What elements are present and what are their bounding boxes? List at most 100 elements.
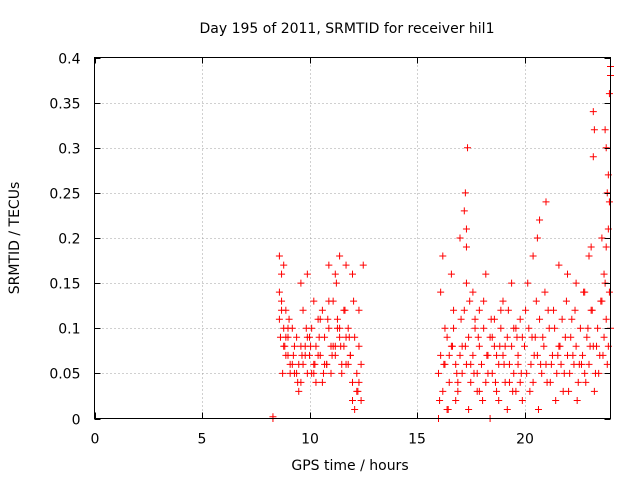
data-point [600, 333, 608, 341]
data-point [503, 333, 511, 341]
data-point [333, 315, 341, 323]
data-point [524, 279, 532, 287]
data-point [597, 297, 605, 305]
data-point [587, 243, 595, 251]
data-point [603, 189, 611, 197]
data-point [473, 387, 481, 395]
data-point [357, 396, 365, 404]
data-point [351, 405, 359, 413]
data-point [275, 315, 283, 323]
x-tick-label: 20 [516, 432, 534, 448]
data-point [308, 369, 316, 377]
data-point [598, 234, 606, 242]
data-point [441, 324, 449, 332]
data-point [600, 270, 608, 278]
data-point [525, 324, 533, 332]
y-axis-title: SRMTID / TECUs [7, 182, 23, 295]
data-point [354, 387, 362, 395]
data-point [602, 243, 610, 251]
data-point [552, 396, 560, 404]
data-point [543, 378, 551, 386]
data-point [318, 378, 326, 386]
data-point [574, 378, 582, 386]
data-point [314, 315, 322, 323]
data-point [503, 405, 511, 413]
data-point [555, 261, 563, 269]
data-point [470, 369, 478, 377]
data-point [288, 360, 296, 368]
data-point [547, 360, 555, 368]
data-point [325, 297, 333, 305]
x-axis: 0 5 10 15 20 [91, 57, 534, 448]
data-point [483, 351, 491, 359]
data-point [345, 333, 353, 341]
data-point [357, 360, 365, 368]
data-point [298, 351, 306, 359]
data-point [554, 351, 562, 359]
data-point [332, 279, 340, 287]
data-point [294, 378, 302, 386]
data-point [562, 297, 570, 305]
data-point [359, 261, 367, 269]
data-point [488, 333, 496, 341]
data-point [284, 324, 292, 332]
data-point [289, 351, 297, 359]
data-point [440, 360, 448, 368]
data-point [316, 351, 324, 359]
data-point [285, 315, 293, 323]
data-point [588, 306, 596, 314]
data-point [460, 306, 468, 314]
data-point [276, 333, 284, 341]
data-point [278, 270, 286, 278]
data-point [589, 153, 597, 161]
data-point [448, 342, 456, 350]
data-point [471, 324, 479, 332]
data-point [466, 297, 474, 305]
data-point [508, 279, 516, 287]
data-point [311, 360, 319, 368]
data-point [538, 369, 546, 377]
x-axis-title: GPS time / hours [291, 458, 408, 474]
data-point [290, 342, 298, 350]
data-point [528, 333, 536, 341]
data-point [572, 279, 580, 287]
data-point [275, 288, 283, 296]
data-point [575, 360, 583, 368]
data-point [338, 360, 346, 368]
data-point [590, 126, 598, 134]
data-point [568, 315, 576, 323]
data-point [439, 387, 447, 395]
data-point [569, 351, 577, 359]
y-tick-label: 0.05 [49, 367, 80, 383]
data-point [516, 378, 524, 386]
data-point [553, 369, 561, 377]
data-point [344, 360, 352, 368]
data-point [445, 378, 453, 386]
data-point [467, 360, 475, 368]
data-point [558, 315, 566, 323]
data-point [474, 333, 482, 341]
chart-title: Day 195 of 2011, SRMTID for receiver hil… [200, 21, 495, 37]
data-point [495, 396, 503, 404]
data-point [499, 297, 507, 305]
data-point [605, 90, 613, 98]
data-point [516, 315, 524, 323]
data-point [279, 369, 287, 377]
data-point [602, 144, 610, 152]
data-point [490, 315, 498, 323]
data-point [325, 261, 333, 269]
data-point [539, 333, 547, 341]
data-point [302, 324, 310, 332]
data-point [497, 306, 505, 314]
data-point [462, 225, 470, 233]
data-point [537, 360, 545, 368]
data-point [540, 342, 548, 350]
y-tick-label: 0.4 [58, 52, 80, 68]
data-point [281, 342, 289, 350]
data-points [269, 63, 614, 422]
data-point [435, 369, 442, 377]
data-point [533, 234, 541, 242]
data-point [504, 306, 512, 314]
data-point [518, 396, 526, 404]
data-point [529, 252, 537, 260]
